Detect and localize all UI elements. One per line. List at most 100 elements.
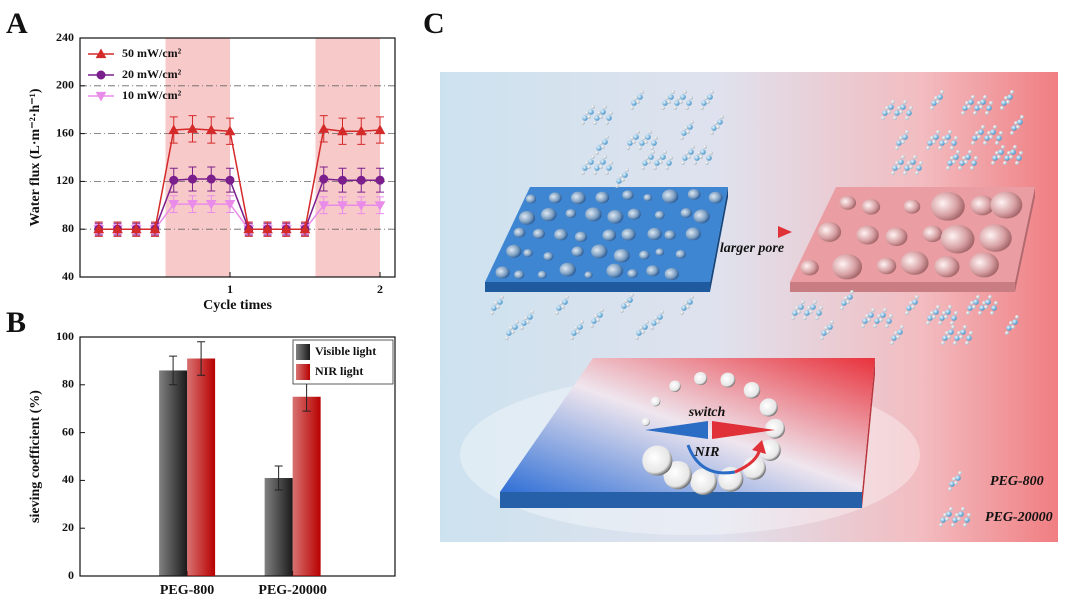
atom <box>634 96 638 100</box>
pore <box>548 192 562 204</box>
atom <box>867 318 871 322</box>
atom <box>877 314 881 318</box>
pore <box>602 229 617 242</box>
pore <box>969 252 999 278</box>
pore <box>495 266 510 279</box>
atom <box>697 151 701 155</box>
atom <box>958 166 962 170</box>
atom <box>651 140 657 146</box>
atom <box>1001 100 1007 106</box>
pore <box>627 208 641 220</box>
atom <box>694 155 700 161</box>
atom <box>897 329 903 335</box>
atom <box>596 145 602 151</box>
atom <box>931 100 937 106</box>
pore <box>641 417 650 426</box>
atom <box>807 306 811 310</box>
atom <box>654 160 660 166</box>
atom <box>559 301 563 305</box>
marker <box>225 175 235 185</box>
marker <box>205 200 217 210</box>
legend-text: 50 mW/cm² <box>122 46 182 60</box>
atom <box>580 320 584 324</box>
atom <box>1010 90 1014 94</box>
atom <box>997 155 1001 159</box>
atom <box>936 100 940 104</box>
atom <box>674 100 680 106</box>
atom <box>577 324 583 330</box>
arrow-head <box>712 421 775 439</box>
atom <box>973 299 979 305</box>
atom <box>899 136 903 140</box>
atom <box>989 135 993 139</box>
atom <box>591 155 595 159</box>
marker <box>355 201 367 211</box>
marker <box>93 223 105 234</box>
shaded-region <box>315 38 380 277</box>
atom <box>626 146 630 150</box>
series-line <box>98 127 381 230</box>
atom <box>681 305 687 311</box>
pore <box>565 208 577 219</box>
atom <box>993 125 997 129</box>
atom <box>945 309 951 315</box>
atom <box>1012 319 1018 325</box>
atom <box>667 100 671 104</box>
atom <box>951 325 955 329</box>
atom <box>665 166 669 170</box>
marker <box>224 200 236 210</box>
y-tick-label: 160 <box>56 125 74 139</box>
atom <box>841 300 847 306</box>
atom <box>1001 145 1005 149</box>
atom <box>962 105 968 111</box>
atom <box>635 336 639 340</box>
atom <box>810 304 816 310</box>
atom <box>936 130 940 134</box>
atom <box>961 507 965 511</box>
atom <box>588 159 594 165</box>
atom <box>957 517 961 521</box>
legend-text: PEG-800 <box>990 474 1044 489</box>
marker <box>130 223 142 234</box>
atom <box>624 299 628 303</box>
atom <box>846 300 850 304</box>
atom <box>965 154 971 160</box>
atom <box>706 155 712 161</box>
atom <box>687 155 691 159</box>
y-tick-label: 20 <box>62 520 74 534</box>
atom <box>506 330 512 336</box>
atom <box>938 146 942 150</box>
atom <box>919 161 923 165</box>
atom <box>954 481 958 485</box>
membrane-side <box>710 187 728 292</box>
bar <box>292 396 321 576</box>
atom <box>576 330 580 334</box>
atom <box>699 155 703 159</box>
atom <box>964 517 970 523</box>
atom <box>984 305 988 309</box>
atom <box>970 301 974 305</box>
atom <box>620 309 624 313</box>
atom <box>961 111 965 115</box>
atom <box>992 155 998 161</box>
atom <box>638 146 642 150</box>
atom <box>942 335 948 341</box>
atom <box>978 311 982 315</box>
atom <box>707 94 713 100</box>
marker <box>338 175 347 185</box>
atom <box>595 151 599 155</box>
legend-text: Visible light <box>315 344 376 358</box>
marker <box>188 174 197 184</box>
marker <box>96 70 106 80</box>
x-tick-label: 2 <box>377 282 383 296</box>
error-bar <box>274 465 283 491</box>
atom <box>945 134 951 140</box>
marker <box>319 174 329 184</box>
pore <box>759 398 778 417</box>
pore <box>800 259 819 276</box>
pore <box>513 227 526 238</box>
atom <box>656 320 660 324</box>
atom <box>926 321 930 325</box>
pore <box>900 251 929 275</box>
atom <box>690 295 694 299</box>
